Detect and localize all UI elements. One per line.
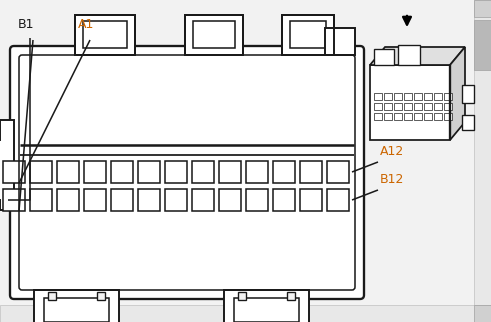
Polygon shape [370,47,465,65]
Bar [111,189,133,211]
Bar [273,189,295,211]
Bar [462,115,474,130]
Bar [84,161,106,183]
Bar [474,305,491,322]
Bar [444,103,452,110]
Bar [290,21,326,48]
Bar [57,161,79,183]
Bar [30,189,52,211]
Bar [414,93,422,100]
Bar [165,189,187,211]
Bar [3,161,25,183]
Bar [219,161,241,183]
Text: B1: B1 [18,18,34,31]
Bar [282,15,334,55]
Bar [384,113,392,120]
Bar [246,189,268,211]
Polygon shape [0,120,14,210]
Bar [287,292,295,300]
Bar [224,290,309,322]
Bar [474,20,491,70]
Bar [394,93,402,100]
Bar [414,113,422,120]
FancyBboxPatch shape [10,46,364,299]
Bar [193,21,235,48]
Bar [246,161,268,183]
Bar [325,28,355,55]
Bar [192,189,214,211]
Bar [138,161,160,183]
Bar [462,85,474,103]
Bar [384,93,392,100]
Bar [34,290,119,322]
Bar [414,103,422,110]
Bar [404,103,412,110]
Bar [57,189,79,211]
Bar [394,103,402,110]
Bar [165,161,187,183]
Bar [3,189,25,211]
Bar [424,113,432,120]
Bar [434,113,442,120]
Bar [474,0,491,322]
Bar [238,292,246,300]
Bar [434,103,442,110]
Bar [234,298,299,322]
Bar [48,292,56,300]
Bar [327,189,349,211]
Bar [111,161,133,183]
Bar [138,189,160,211]
Bar [192,161,214,183]
Bar [75,15,135,55]
Bar [374,49,394,65]
Text: A1: A1 [78,18,94,31]
Bar [300,161,322,183]
Text: A12: A12 [380,145,404,158]
Bar [374,103,382,110]
Text: B12: B12 [380,173,405,186]
Bar [474,0,491,17]
Bar [185,15,243,55]
Bar [84,189,106,211]
Bar [374,93,382,100]
Bar [374,113,382,120]
Bar [394,113,402,120]
Bar [404,113,412,120]
Bar [398,45,420,65]
Bar [327,161,349,183]
Bar [434,93,442,100]
Bar [97,292,105,300]
Bar [384,103,392,110]
Bar [424,93,432,100]
Bar [404,93,412,100]
Bar [44,298,109,322]
Polygon shape [450,47,465,140]
Bar [300,189,322,211]
Bar [0,305,491,322]
Bar [424,103,432,110]
Bar [370,65,450,140]
Bar [444,93,452,100]
Bar [30,161,52,183]
Bar [219,189,241,211]
Bar [273,161,295,183]
Bar [444,113,452,120]
Bar [83,21,127,48]
